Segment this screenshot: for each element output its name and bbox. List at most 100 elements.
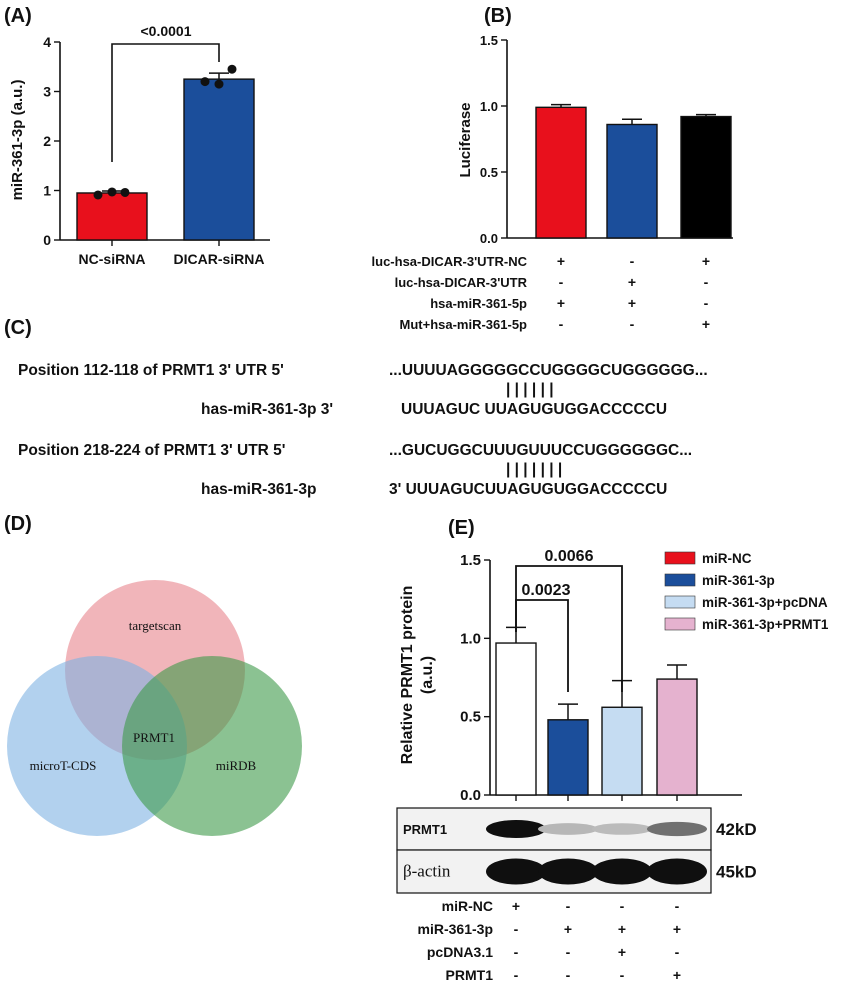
panel-e-blot-size: 42kD (716, 820, 757, 839)
panel-e-condition-sign: - (514, 921, 519, 937)
panel-e-plot: 0.0 0.5 1.0 1.5 (460, 552, 742, 804)
panel-e-condition-sign: + (512, 898, 520, 914)
panel-e-letter: (E) (448, 517, 475, 539)
panel-a-point (227, 64, 237, 74)
panel-a-significance: <0.0001 (111, 23, 220, 162)
panel-e-pvalue-inner: 0.0023 (522, 582, 571, 599)
panel-e-sig-bracket-inner (515, 599, 569, 692)
panel-e-legend-label: miR-361-3p+pcDNA (702, 595, 828, 610)
panel-e-condition-sign: - (675, 898, 680, 914)
panel-b-condition-label: luc-hsa-DICAR-3'UTR-NC (372, 254, 528, 269)
panel-e-ylabel-line1: Relative PRMT1 protein (399, 586, 416, 765)
panel-e-condition-label: miR-NC (442, 898, 493, 914)
panel-e-condition-sign: - (620, 898, 625, 914)
panel-e-conditions: miR-NC + - - - miR-361-3p - + + + pcDNA3.1 - - + - PRMT… (418, 898, 682, 983)
panel-e-legend-label: miR-NC (702, 551, 752, 566)
panel-a-point (107, 187, 117, 197)
panel-e-y-tick-label: 0.5 (460, 709, 481, 726)
site1-mirna-seq: UUUAGUC UUAGUGUGGACCCCCU (401, 401, 667, 418)
panel-c-letter: (C) (4, 317, 32, 339)
panel-e-blot-band (538, 858, 598, 885)
panel-a-category-label: DICAR-siRNA (174, 251, 265, 267)
panel-e-condition-sign: - (620, 967, 625, 983)
panel-b-condition-sign: + (628, 295, 636, 311)
panel-e-condition-sign: - (566, 967, 571, 983)
site2-target-label: Position 218-224 of PRMT1 3' UTR 5' (18, 442, 286, 459)
site2-target-seq: ...GUCUGGCUUUGUUUCCUGGGGGGC... (389, 442, 692, 459)
panel-a-y-tick-label: 1 (43, 183, 51, 199)
panel-a-point (200, 77, 210, 87)
venn-label-center: PRMT1 (133, 730, 175, 745)
panel-a-category-label: NC-siRNA (79, 251, 146, 267)
panel-b-condition-sign: - (630, 316, 635, 332)
panel-b-condition-label: Mut+hsa-miR-361-5p (400, 317, 528, 332)
panel-a-plot: 0 1 2 3 4 NC-siRNA DICAR-siRNA (43, 34, 270, 267)
panel-e-legend-label: miR-361-3p+PRMT1 (702, 617, 829, 632)
panel-e-y-tick-label: 1.5 (460, 552, 481, 569)
panel-c: (C) Position 112-118 of PRMT1 3' UTR 5' … (4, 317, 708, 498)
panel-a-y-tick-label: 0 (43, 232, 51, 248)
panel-e-condition-sign: + (618, 921, 626, 937)
site2-mirna-label: has-miR-361-3p (201, 481, 316, 498)
panel-e-bar (495, 642, 537, 796)
site1-target-seq: ...UUUUAGGGGGCCUGGGGCUGGGGGG... (389, 362, 708, 379)
panel-e-legend: miR-NC miR-361-3p miR-361-3p+pcDNA miR-361-… (664, 551, 829, 632)
panel-e-condition-sign: + (564, 921, 572, 937)
panel-d: (D) targetscan microT-CDS miRDB PRMT1 (4, 513, 302, 836)
panel-e-condition-sign: + (618, 944, 626, 960)
panel-b-condition-sign: - (704, 274, 709, 290)
panel-e-condition-sign: - (514, 944, 519, 960)
panel-e-legend-swatch (664, 595, 696, 609)
panel-a-bar (183, 78, 255, 241)
panel-e-bar (601, 706, 643, 796)
panel-b-conditions: luc-hsa-DICAR-3'UTR-NC + - + luc-hsa-DICAR-3… (372, 253, 711, 332)
panel-a-pvalue: <0.0001 (141, 23, 192, 39)
panel-a-point (93, 190, 103, 200)
panel-e-condition-sign: - (566, 898, 571, 914)
panel-e-condition-sign: + (673, 921, 681, 937)
panel-e-condition-sign: - (566, 944, 571, 960)
venn-label-microt-cds: microT-CDS (30, 758, 97, 773)
venn-label-mirdb: miRDB (216, 758, 257, 773)
panel-e-blot-band (592, 858, 652, 885)
panel-e-condition-label: miR-361-3p (418, 921, 493, 937)
panel-e-legend-swatch (664, 617, 696, 631)
panel-b-condition-sign: - (704, 295, 709, 311)
panel-b-condition-sign: + (702, 253, 710, 269)
panel-a-ylabel: miR-361-3p (a.u.) (9, 80, 26, 201)
panel-e-bar (547, 719, 589, 796)
site1-pairing: | | | | | | (506, 381, 554, 398)
panel-b-plot: 0.0 0.5 1.0 1.5 (480, 33, 733, 246)
site1-mirna-label: has-miR-361-3p 3' (201, 401, 333, 418)
panel-a-point (214, 79, 224, 89)
panel-e-significance: 0.0066 0.0023 (515, 548, 623, 692)
panel-a: (A) miR-361-3p (a.u.) 0 1 2 3 4 NC-siRNA DICAR… (4, 5, 270, 267)
panel-e-blot-band (647, 821, 707, 837)
site2-pairing: | | | | | | | (506, 461, 562, 478)
panel-e-blot-band (647, 858, 707, 885)
panel-e-blot-label: β-actin (403, 862, 451, 881)
panel-b-y-tick-label: 1.0 (480, 99, 498, 114)
site1-target-label: Position 112-118 of PRMT1 3' UTR 5' (18, 362, 284, 379)
panel-e-y-tick-label: 1.0 (460, 630, 481, 647)
panel-e-y-tick-label: 0.0 (460, 787, 481, 804)
panel-a-y-tick-label: 3 (43, 84, 51, 100)
panel-b-condition-sign: - (630, 253, 635, 269)
panel-e-legend-label: miR-361-3p (702, 573, 775, 588)
panel-e-blot-band (486, 820, 546, 838)
venn-set-mirdb (122, 656, 302, 836)
panel-a-letter: (A) (4, 5, 32, 27)
panel-b-condition-sign: + (557, 295, 565, 311)
panel-b-y-tick-label: 1.5 (480, 33, 498, 48)
panel-e-blot-band (592, 823, 652, 835)
panel-a-bar (76, 192, 148, 241)
panel-a-y-tick-label: 4 (43, 34, 51, 50)
panel-e-blot-size: 45kD (716, 863, 757, 882)
panel-b-condition-sign: - (559, 274, 564, 290)
panel-e-bar (656, 678, 698, 796)
panel-b-condition-sign: + (702, 316, 710, 332)
panel-b: (B) Luciferase 0.0 0.5 1.0 1.5 luc-hsa-DICA… (372, 5, 733, 332)
panel-e-blot-band (486, 858, 546, 885)
site2-mirna-seq: 3' UUUAGUCUUAGUGUGGACCCCCU (389, 481, 667, 498)
